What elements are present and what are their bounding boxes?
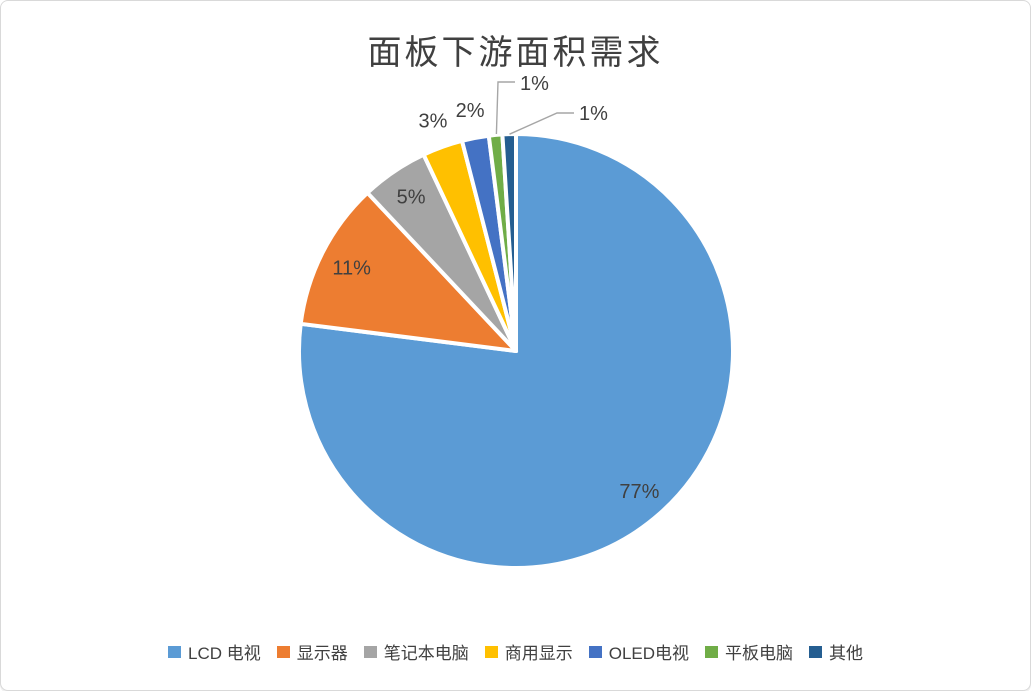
- legend-item-7: 其他: [809, 639, 863, 664]
- legend-swatch-icon: [588, 645, 602, 658]
- legend-swatch-icon: [363, 645, 377, 658]
- legend-label: 笔记本电脑: [383, 644, 469, 663]
- legend-label: 显示器: [296, 644, 348, 663]
- leader-line: [495, 81, 515, 135]
- legend-label: 其他: [829, 644, 864, 663]
- pie-slice-2: [298, 190, 518, 353]
- legend-label: 平板电脑: [725, 644, 794, 663]
- data-label: 2%: [456, 100, 485, 122]
- chart-legend: LCD 电视 显示器 笔记本电脑 商用显示 OLED电视 平板电脑 其他: [1, 639, 1030, 664]
- legend-label: OLED电视: [608, 644, 690, 663]
- legend-swatch-icon: [705, 645, 719, 658]
- legend-item-1: LCD 电视: [167, 639, 261, 664]
- data-label: 5%: [397, 187, 426, 209]
- legend-label: LCD 电视: [187, 644, 261, 663]
- data-label: 1%: [520, 73, 549, 95]
- chart-title: 面板下游面积需求: [367, 35, 664, 72]
- legend-item-5: OLED电视: [588, 639, 690, 664]
- pie-slice-7: [500, 132, 518, 353]
- leader-line: [509, 112, 574, 135]
- legend-label: 商用显示: [504, 644, 573, 663]
- legend-swatch-icon: [167, 645, 181, 658]
- data-label: 3%: [418, 110, 447, 132]
- legend-swatch-icon: [276, 645, 290, 658]
- legend-swatch-icon: [484, 645, 498, 658]
- legend-item-2: 显示器: [276, 639, 348, 664]
- data-label: 1%: [579, 103, 608, 125]
- data-label: 11%: [332, 257, 371, 279]
- legend-swatch-icon: [809, 645, 823, 658]
- legend-item-4: 商用显示: [484, 639, 573, 664]
- legend-item-6: 平板电脑: [705, 639, 793, 664]
- data-label: 77%: [619, 481, 659, 503]
- legend-item-3: 笔记本电脑: [363, 639, 469, 664]
